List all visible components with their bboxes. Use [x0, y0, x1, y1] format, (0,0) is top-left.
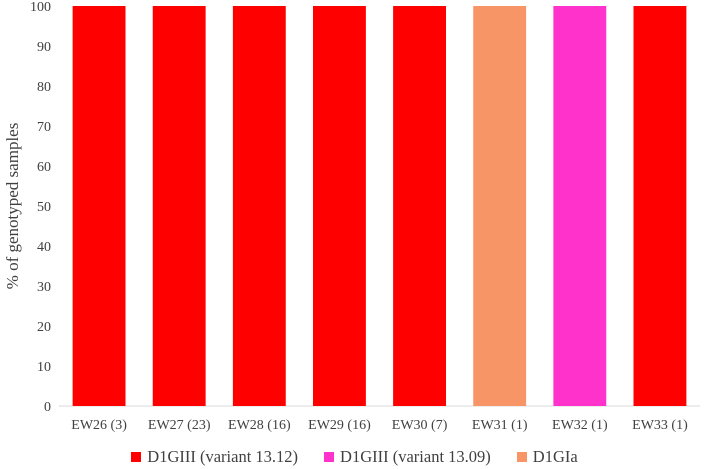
bar [393, 6, 447, 406]
y-tick-label: 70 [37, 120, 51, 135]
y-tick-label: 40 [37, 240, 51, 255]
x-tick-label: EW31 (1) [472, 418, 528, 433]
legend-item-d1gia: D1GIa [516, 447, 578, 467]
legend-item-d1giii-13-09: D1GIII (variant 13.09) [324, 447, 491, 467]
bar [312, 6, 366, 406]
y-tick-label: 90 [37, 40, 51, 55]
x-tick-label: EW26 (3) [71, 418, 127, 433]
legend-label: D1GIII (variant 13.12) [147, 447, 299, 466]
x-tick-label: EW32 (1) [552, 418, 608, 433]
bar [232, 6, 286, 406]
legend-label: D1GIa [532, 447, 578, 466]
bars [72, 6, 687, 406]
bar [633, 6, 687, 406]
y-tick-label: 60 [37, 160, 51, 175]
bar [473, 6, 527, 406]
legend-label: D1GIII (variant 13.09) [340, 447, 491, 466]
bar [553, 6, 607, 406]
x-tick-label: EW33 (1) [632, 418, 688, 433]
x-tick-label: EW29 (16) [308, 418, 371, 433]
y-tick-label: 80 [37, 80, 51, 95]
legend-swatch [516, 452, 527, 462]
bar-chart: 0 10 20 30 40 50 60 70 80 90 100 EW26 (3) EW27 (23)… [3, 0, 700, 433]
y-axis-label: % of genotyped samples [3, 123, 22, 290]
y-tick-label: 0 [44, 400, 51, 415]
y-tick-label: 10 [37, 360, 51, 375]
x-tick-labels: EW26 (3) EW27 (23) EW28 (16) EW29 (16) EW30 … [71, 418, 688, 433]
x-tick-label: EW27 (23) [148, 418, 211, 433]
y-tick-label: 50 [37, 200, 51, 215]
y-tick-label: 100 [30, 0, 51, 15]
x-tick-label: EW30 (7) [392, 418, 448, 433]
legend-item-d1giii-13-12: D1GIII (variant 13.12) [131, 447, 298, 467]
x-tick-label: EW28 (16) [228, 418, 291, 433]
legend-swatch [131, 452, 142, 462]
legend: D1GIII (variant 13.12) D1GIII (variant 1… [0, 447, 709, 467]
legend-swatch [324, 452, 335, 462]
y-tick-label: 30 [37, 280, 51, 295]
y-tick-label: 20 [37, 320, 51, 335]
bar [152, 6, 206, 406]
y-tick-labels: 0 10 20 30 40 50 60 70 80 90 100 [30, 0, 51, 415]
bar [72, 6, 126, 406]
